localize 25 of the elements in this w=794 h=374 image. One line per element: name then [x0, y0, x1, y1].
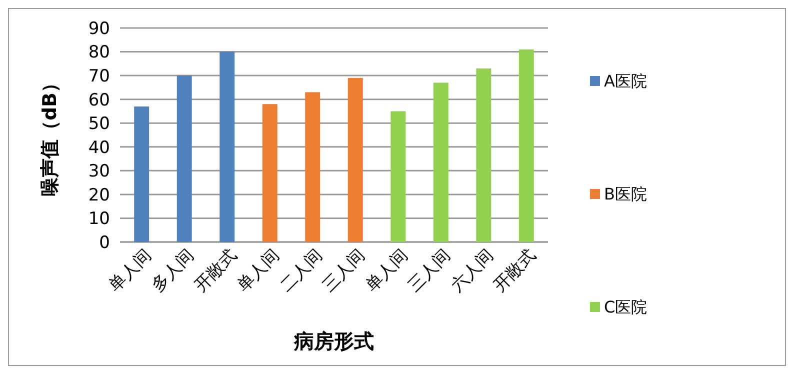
- y-tick-label: 0: [99, 232, 110, 253]
- legend-label: B医院: [604, 184, 647, 204]
- bar: [476, 68, 492, 242]
- bar: [220, 52, 235, 242]
- y-tick-label: 20: [88, 185, 110, 206]
- bar: [262, 104, 278, 242]
- y-tick-label: 40: [88, 138, 110, 158]
- bar: [176, 76, 192, 242]
- bar: [518, 49, 534, 242]
- y-axis-title: 噪声值（dB）: [39, 73, 61, 197]
- legend-label: C医院: [604, 298, 648, 317]
- bar: [348, 78, 363, 242]
- y-tick-label: 10: [88, 209, 110, 230]
- y-tick-label: 30: [88, 162, 110, 182]
- y-tick-label: 80: [88, 42, 110, 63]
- x-axis-title: 病房形式: [293, 329, 374, 353]
- bar: [305, 92, 320, 242]
- y-tick-label: 90: [88, 18, 110, 39]
- bar: [390, 111, 406, 242]
- bar: [433, 82, 448, 242]
- legend-label: A医院: [604, 72, 647, 91]
- y-tick-label: 70: [88, 66, 110, 87]
- y-tick-label: 60: [88, 90, 110, 110]
- y-tick-label: 50: [88, 114, 110, 134]
- bar: [134, 106, 150, 242]
